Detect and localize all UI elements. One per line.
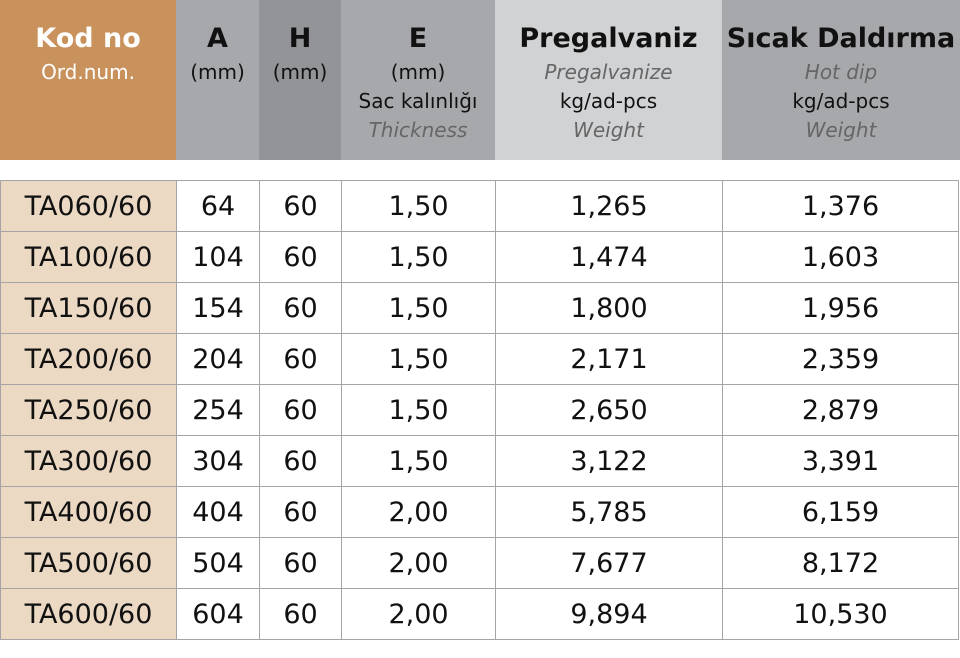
e-cell: 1,50: [341, 282, 496, 334]
kod-cell: TA600/60: [0, 588, 177, 640]
h-cell: 60: [259, 384, 342, 436]
header-sicak-daldirma: Sıcak Daldırma Hot dip kg/ad-pcs Weight: [722, 0, 960, 160]
header-kod-no: Kod no Ord.num.: [0, 0, 176, 160]
e-cell: 1,50: [341, 384, 496, 436]
e-cell: 1,50: [341, 435, 496, 487]
kod-cell: TA400/60: [0, 486, 177, 538]
table-row: TA200/60 204 60 1,50 2,171 2,359: [0, 333, 959, 385]
table-row: TA300/60 304 60 1,50 3,122 3,391: [0, 435, 959, 487]
e-cell: 2,00: [341, 486, 496, 538]
a-cell: 304: [176, 435, 260, 487]
kod-cell: TA500/60: [0, 537, 177, 589]
h-cell: 60: [259, 282, 342, 334]
preg-unit: kg/ad-pcs: [559, 89, 658, 113]
kod-cell: TA150/60: [0, 282, 177, 334]
table-row: TA500/60 504 60 2,00 7,677 8,172: [0, 537, 959, 589]
a-cell: 404: [176, 486, 260, 538]
kod-cell: TA250/60: [0, 384, 177, 436]
e-sub: Sac kalınlığı: [358, 89, 478, 113]
pregalvaniz-cell: 7,677: [495, 537, 723, 589]
kod-cell: TA200/60: [0, 333, 177, 385]
preg-title: Pregalvaniz: [519, 23, 698, 54]
h-cell: 60: [259, 435, 342, 487]
kod-cell: TA060/60: [0, 180, 177, 232]
sicak-cell: 6,159: [722, 486, 959, 538]
h-cell: 60: [259, 180, 342, 232]
e-cell: 1,50: [341, 180, 496, 232]
sicak-en2: Weight: [805, 118, 877, 142]
table-row: TA400/60 404 60 2,00 5,785 6,159: [0, 486, 959, 538]
e-cell: 2,00: [341, 537, 496, 589]
h-cell: 60: [259, 333, 342, 385]
header-h: H (mm): [259, 0, 341, 160]
e-unit: (mm): [390, 60, 446, 84]
h-cell: 60: [259, 486, 342, 538]
table-row: TA600/60 604 60 2,00 9,894 10,530: [0, 588, 959, 640]
header-pregalvaniz: Pregalvaniz Pregalvanize kg/ad-pcs Weigh…: [495, 0, 722, 160]
sicak-unit: kg/ad-pcs: [792, 89, 890, 113]
pregalvaniz-cell: 9,894: [495, 588, 723, 640]
data-table: TA060/60 64 60 1,50 1,265 1,376 TA100/60 104 60 1…: [0, 180, 959, 640]
pregalvaniz-cell: 2,650: [495, 384, 723, 436]
pregalvaniz-cell: 1,800: [495, 282, 723, 334]
sicak-cell: 1,956: [722, 282, 959, 334]
table-row: TA150/60 154 60 1,50 1,800 1,956: [0, 282, 959, 334]
sicak-cell: 2,359: [722, 333, 959, 385]
h-cell: 60: [259, 231, 342, 283]
a-cell: 204: [176, 333, 260, 385]
pregalvaniz-cell: 3,122: [495, 435, 723, 487]
a-cell: 504: [176, 537, 260, 589]
sicak-cell: 8,172: [722, 537, 959, 589]
pregalvaniz-cell: 1,474: [495, 231, 723, 283]
kod-cell: TA100/60: [0, 231, 177, 283]
a-cell: 254: [176, 384, 260, 436]
header-a: A (mm): [176, 0, 259, 160]
preg-en: Pregalvanize: [544, 60, 673, 84]
sicak-en: Hot dip: [804, 60, 878, 84]
kod-sub: Ord.num.: [41, 60, 135, 84]
e-cell: 1,50: [341, 333, 496, 385]
sicak-cell: 1,376: [722, 180, 959, 232]
a-title: A: [207, 23, 228, 54]
table-row: TA250/60 254 60 1,50 2,650 2,879: [0, 384, 959, 436]
e-title: E: [408, 23, 428, 54]
sicak-cell: 3,391: [722, 435, 959, 487]
kod-cell: TA300/60: [0, 435, 177, 487]
pregalvaniz-cell: 5,785: [495, 486, 723, 538]
kod-title: Kod no: [35, 23, 141, 54]
h-cell: 60: [259, 588, 342, 640]
h-unit: (mm): [272, 60, 328, 84]
sicak-title: Sıcak Daldırma: [726, 23, 956, 54]
sicak-cell: 2,879: [722, 384, 959, 436]
h-title: H: [288, 23, 312, 54]
preg-en2: Weight: [573, 118, 644, 142]
a-unit: (mm): [190, 60, 245, 84]
pregalvaniz-cell: 1,265: [495, 180, 723, 232]
e-en: Thickness: [368, 118, 468, 142]
a-cell: 154: [176, 282, 260, 334]
a-cell: 104: [176, 231, 260, 283]
e-cell: 2,00: [341, 588, 496, 640]
table-row: TA060/60 64 60 1,50 1,265 1,376: [0, 180, 959, 232]
table-row: TA100/60 104 60 1,50 1,474 1,603: [0, 231, 959, 283]
sicak-cell: 1,603: [722, 231, 959, 283]
header-e: E (mm) Sac kalınlığı Thickness: [341, 0, 495, 160]
a-cell: 64: [176, 180, 260, 232]
a-cell: 604: [176, 588, 260, 640]
pregalvaniz-cell: 2,171: [495, 333, 723, 385]
e-cell: 1,50: [341, 231, 496, 283]
sicak-cell: 10,530: [722, 588, 959, 640]
h-cell: 60: [259, 537, 342, 589]
